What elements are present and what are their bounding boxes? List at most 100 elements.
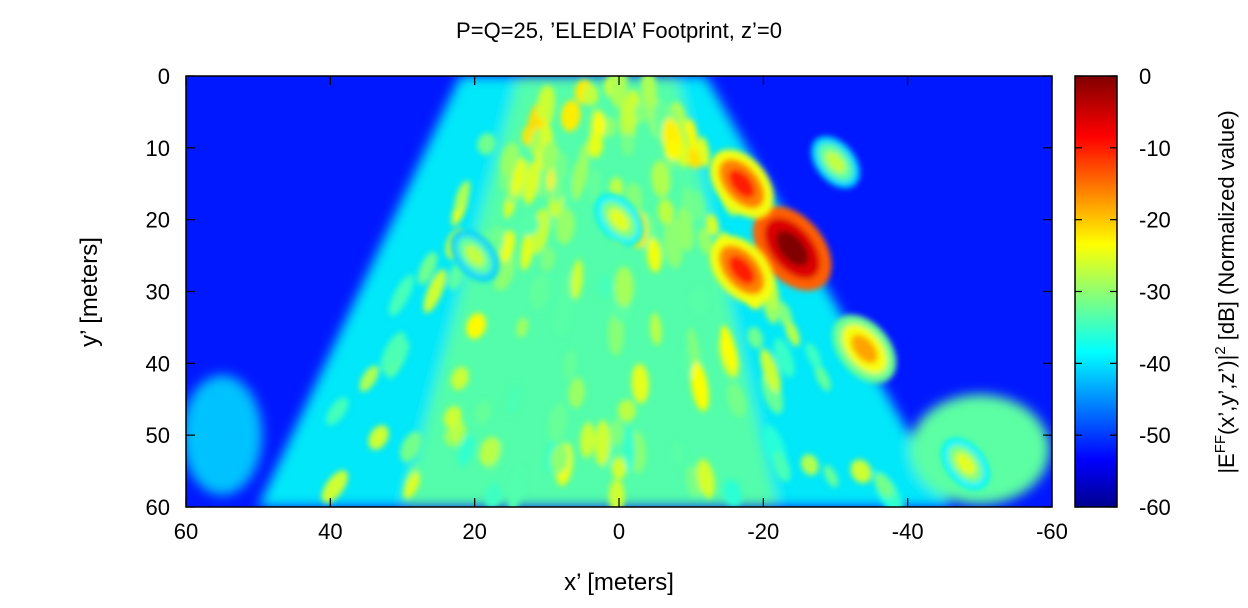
- field-lobe: [611, 457, 627, 480]
- field-lobe: [691, 361, 709, 409]
- x-tick-label: 20: [462, 519, 486, 544]
- field-peak-core: [955, 452, 976, 475]
- colorbar-label-sup2: 2: [1212, 346, 1229, 354]
- colorbar-tick-label: -30: [1139, 280, 1171, 305]
- field-lobe: [760, 348, 781, 394]
- field-lobe: [359, 365, 379, 392]
- field-lobe: [417, 251, 438, 285]
- field-peak-core: [728, 169, 755, 199]
- heatmap-field: [186, 76, 1052, 507]
- field-lobe: [537, 85, 551, 120]
- field-lobe: [587, 132, 603, 158]
- field-core: [402, 76, 778, 507]
- field-lobe: [530, 127, 542, 155]
- field-lobe: [687, 327, 701, 372]
- field-lobe: [874, 473, 894, 498]
- field-lobe: [641, 76, 657, 110]
- field-lobe: [617, 399, 636, 422]
- field-lobe: [698, 227, 712, 254]
- field-lobe: [582, 85, 599, 106]
- field-lobe: [563, 349, 577, 381]
- field-lobe: [773, 338, 795, 378]
- y-tick-label: 10: [146, 136, 170, 161]
- field-lobe: [577, 143, 589, 190]
- field-lobe: [321, 470, 348, 503]
- field-lobe: [380, 331, 406, 371]
- colorbar-label-tail: [dB] (Normalized value): [1214, 110, 1239, 346]
- field-lobe: [451, 366, 469, 390]
- field-lobe: [776, 301, 792, 327]
- field-peak-core: [851, 334, 878, 364]
- field-lobe: [663, 221, 683, 269]
- field-lobe: [457, 435, 475, 467]
- field-lobe: [696, 459, 715, 499]
- field-lobe: [597, 274, 614, 298]
- chart-title: P=Q=25, ’ELEDIA’ Footprint, z’=0: [456, 18, 782, 43]
- field-lobe: [720, 325, 737, 370]
- field-peak-core: [775, 230, 809, 267]
- field-lobe: [814, 364, 831, 392]
- field-lobe: [479, 436, 500, 466]
- field-lobe: [368, 425, 389, 450]
- field-lobe: [519, 214, 539, 236]
- field-lobe: [723, 479, 742, 507]
- y-axis-label: y’ [meters]: [76, 237, 103, 347]
- field-lobe: [631, 363, 649, 404]
- y-axis-ticks: 0 10 20 30 40 50 60: [146, 64, 1052, 520]
- field-peak-core: [825, 151, 846, 174]
- field-lobe: [389, 274, 414, 317]
- field-lobe: [800, 454, 819, 476]
- field-lobe: [594, 420, 611, 467]
- colorbar-tick-label: 0: [1139, 64, 1151, 89]
- x-axis-ticks: 60 40 20 0 -20 -40 -60: [174, 76, 1068, 544]
- y-tick-label: 50: [146, 423, 170, 448]
- field-lobe: [761, 371, 784, 414]
- field-lobe: [602, 116, 617, 138]
- field-lobe: [706, 213, 719, 236]
- field-lobe-left: [186, 375, 263, 496]
- field-lobe: [548, 402, 568, 444]
- field-lobe: [686, 118, 698, 152]
- y-tick-label: 0: [158, 64, 170, 89]
- field-lobe: [484, 483, 503, 507]
- colorbar-tick-label: -40: [1139, 351, 1171, 376]
- x-tick-label: 40: [318, 519, 342, 544]
- x-tick-label: -60: [1036, 519, 1068, 544]
- colorbar-label-mid: (x’,y’,z’)|: [1214, 355, 1239, 435]
- field-lobe: [400, 431, 422, 462]
- field-lobe: [540, 141, 559, 171]
- field-lobe: [326, 397, 349, 426]
- colorbar-tick-label: -10: [1139, 136, 1171, 161]
- y-tick-label: 20: [146, 208, 170, 233]
- field-lobe: [634, 102, 650, 123]
- field-lobe: [540, 246, 556, 272]
- field-lobe: [823, 465, 839, 488]
- field-lobe: [553, 152, 568, 184]
- field-lobe: [555, 208, 575, 245]
- field-lobe: [727, 382, 746, 418]
- field-lobe: [552, 177, 564, 204]
- field-lobe: [671, 442, 684, 464]
- field-lobe: [571, 259, 583, 300]
- field-lobe: [423, 269, 447, 313]
- field-lobe-lower-right: [909, 394, 1050, 505]
- field-lobe: [506, 383, 521, 416]
- field-lobe: [608, 479, 625, 507]
- field-lobe: [500, 142, 520, 177]
- y-tick-label: 40: [146, 351, 170, 376]
- field-lobe: [609, 76, 628, 108]
- field-lobe: [529, 274, 550, 310]
- field-lobe: [610, 419, 623, 446]
- field-lobe: [560, 100, 581, 132]
- field-lobe: [621, 133, 635, 156]
- field-peak-core: [464, 244, 485, 267]
- field-lobe: [454, 180, 471, 213]
- x-tick-label: 0: [613, 519, 625, 544]
- field-lobe: [511, 157, 526, 197]
- field-lobe: [493, 251, 515, 291]
- field-lobe: [516, 317, 528, 338]
- field-lobe: [580, 422, 595, 458]
- field-lobe: [403, 472, 421, 499]
- field-lobe: [508, 468, 525, 507]
